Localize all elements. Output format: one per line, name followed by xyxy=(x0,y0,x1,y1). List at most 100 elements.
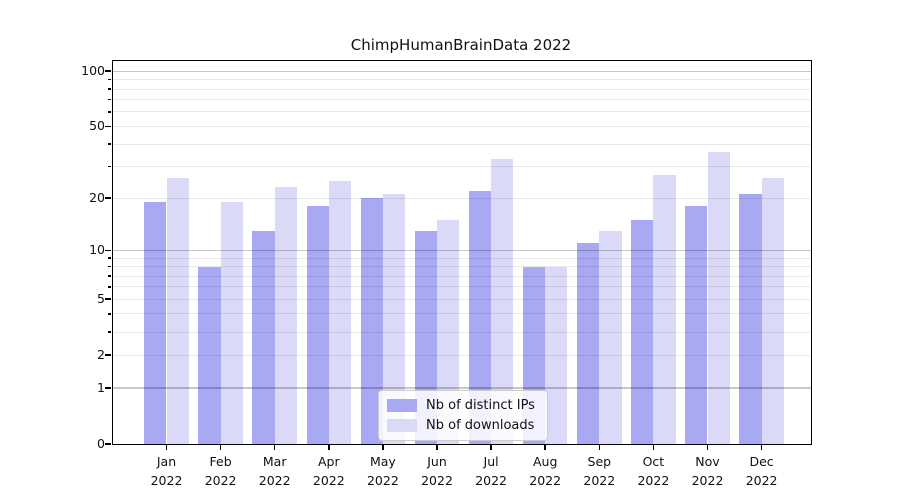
y-tick-label: 20 xyxy=(89,190,105,206)
x-label-month: Aug xyxy=(532,454,558,469)
y-tick-label: 10 xyxy=(89,242,105,258)
x-tick-label-dec: Dec 2022 xyxy=(732,452,792,490)
x-tick-label-nov: Nov 2022 xyxy=(678,452,738,490)
x-tick-label-jun: Jun 2022 xyxy=(407,452,467,490)
y-tick-label: 100 xyxy=(81,63,105,79)
minor-gridline xyxy=(113,79,811,81)
x-tick-mark xyxy=(328,444,330,450)
legend: Nb of distinct IPs Nb of downloads xyxy=(378,390,548,441)
x-label-year: 2022 xyxy=(150,473,183,488)
y-tick-mark xyxy=(105,249,112,252)
x-tick-label-aug: Aug 2022 xyxy=(515,452,575,490)
x-tick-mark xyxy=(544,444,546,450)
y-minor-tick-mark xyxy=(107,286,112,288)
bar-downloads-apr xyxy=(328,180,352,444)
legend-label-downloads: Nb of downloads xyxy=(426,418,535,433)
minor-gridline xyxy=(113,197,811,199)
y-tick-label: 5 xyxy=(97,291,105,307)
bar-distinct-ips-mar xyxy=(252,230,275,444)
x-label-year: 2022 xyxy=(204,473,237,488)
legend-item-distinct-ips: Nb of distinct IPs xyxy=(387,398,535,413)
x-label-month: Jun xyxy=(427,454,447,469)
y-minor-tick-mark xyxy=(107,275,112,277)
x-tick-mark xyxy=(760,444,763,450)
y-tick-mark xyxy=(105,70,112,72)
x-label-year: 2022 xyxy=(475,473,507,488)
y-tick-mark xyxy=(105,298,112,301)
x-tick-mark xyxy=(382,444,384,450)
x-tick-mark xyxy=(436,444,438,450)
x-tick-mark xyxy=(706,444,709,450)
bar-downloads-may xyxy=(382,194,406,444)
bar-distinct-ips-may xyxy=(360,198,383,444)
legend-swatch-distinct-ips xyxy=(387,399,417,412)
x-label-year: 2022 xyxy=(366,473,399,488)
x-tick-mark xyxy=(490,444,492,450)
x-label-year: 2022 xyxy=(637,473,670,488)
minor-gridline xyxy=(113,257,811,259)
x-tick-mark xyxy=(598,444,601,450)
bar-distinct-ips-nov xyxy=(685,206,708,444)
minor-gridline xyxy=(113,313,811,315)
minor-gridline xyxy=(113,166,811,168)
bar-downloads-jan xyxy=(166,177,189,444)
minor-gridline xyxy=(113,88,811,90)
x-tick-label-oct: Oct 2022 xyxy=(623,452,683,490)
y-tick-mark xyxy=(105,443,112,445)
x-label-year: 2022 xyxy=(583,473,616,488)
y-tick-label: 1 xyxy=(97,380,105,395)
x-label-year: 2022 xyxy=(745,473,778,488)
minor-gridline xyxy=(113,111,811,113)
bar-distinct-ips-oct xyxy=(631,220,654,444)
bar-downloads-aug xyxy=(545,266,568,444)
minor-gridline xyxy=(113,354,811,356)
x-label-month: Sep xyxy=(587,454,612,469)
bar-distinct-ips-sep xyxy=(577,243,600,444)
bar-downloads-jul xyxy=(491,159,514,444)
y-minor-tick-mark xyxy=(107,98,112,101)
legend-swatch-downloads xyxy=(387,419,417,432)
x-tick-label-jul: Jul 2022 xyxy=(461,452,521,490)
x-tick-label-jan: Jan 2022 xyxy=(137,452,197,490)
y-tick-mark xyxy=(105,125,112,128)
y-tick-label: 50 xyxy=(89,118,105,134)
x-label-year: 2022 xyxy=(258,473,291,488)
bar-distinct-ips-feb xyxy=(198,266,221,444)
minor-gridline xyxy=(113,286,811,288)
x-label-year: 2022 xyxy=(691,473,724,488)
bar-downloads-sep xyxy=(599,230,622,444)
x-tick-label-may: May 2022 xyxy=(353,452,413,490)
y-minor-tick-mark xyxy=(107,143,112,145)
x-tick-mark xyxy=(165,444,168,450)
bar-downloads-nov xyxy=(707,152,730,444)
x-label-year: 2022 xyxy=(312,473,345,488)
x-label-year: 2022 xyxy=(529,473,562,488)
bar-downloads-oct xyxy=(653,174,676,444)
y-minor-tick-mark xyxy=(107,111,112,113)
x-label-month: Nov xyxy=(695,454,720,469)
legend-label-distinct-ips: Nb of distinct IPs xyxy=(426,398,535,413)
minor-gridline xyxy=(113,331,811,333)
x-tick-mark xyxy=(652,444,655,450)
major-gridline xyxy=(113,387,811,389)
major-gridline xyxy=(113,70,811,72)
x-label-month: Dec xyxy=(749,454,774,469)
x-label-month: Feb xyxy=(209,454,232,469)
x-label-month: Oct xyxy=(642,454,665,469)
x-label-month: May xyxy=(369,454,396,469)
y-minor-tick-mark xyxy=(107,165,112,168)
x-tick-label-mar: Mar 2022 xyxy=(245,452,305,490)
y-tick-label: 2 xyxy=(97,347,105,363)
bar-distinct-ips-jan xyxy=(144,202,167,444)
x-label-month: Apr xyxy=(317,454,340,469)
minor-gridline xyxy=(113,266,811,267)
bar-downloads-mar xyxy=(274,187,297,444)
x-label-year: 2022 xyxy=(421,473,453,488)
x-label-month: Jul xyxy=(483,454,499,469)
y-minor-tick-mark xyxy=(107,88,112,90)
minor-gridline xyxy=(113,298,811,300)
minor-gridline xyxy=(113,275,811,277)
minor-gridline xyxy=(113,99,811,101)
y-minor-tick-mark xyxy=(107,313,112,315)
